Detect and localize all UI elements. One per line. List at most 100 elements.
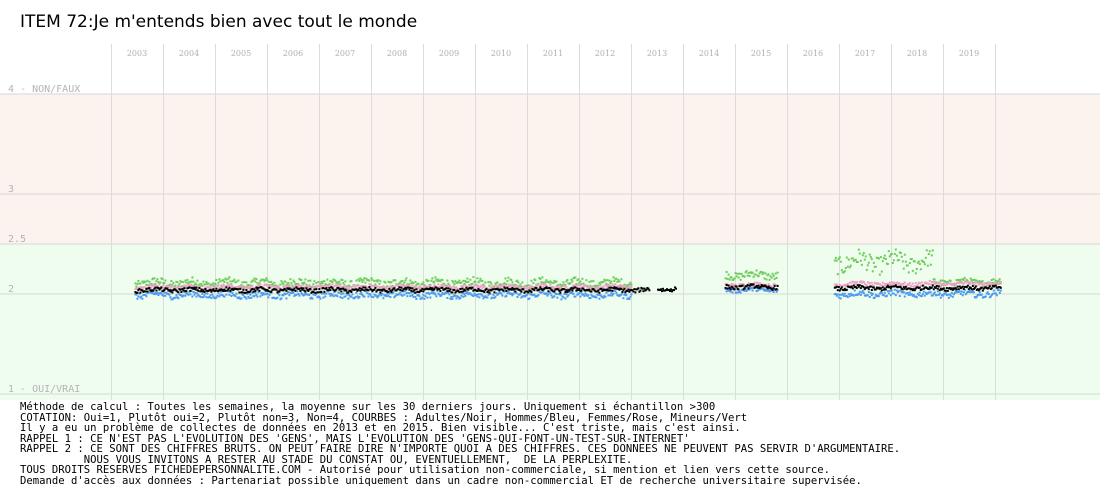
data-point <box>302 287 305 290</box>
data-point <box>293 287 296 290</box>
data-point <box>592 280 595 283</box>
data-point <box>851 280 854 283</box>
data-point <box>385 286 388 289</box>
data-point <box>867 261 870 264</box>
data-point <box>963 276 966 279</box>
data-point <box>144 290 147 293</box>
data-point <box>576 284 579 287</box>
data-point <box>359 289 362 292</box>
data-point <box>231 291 234 294</box>
data-point <box>906 291 909 294</box>
data-point <box>258 282 261 285</box>
data-point <box>390 286 393 289</box>
data-point <box>377 295 380 298</box>
x-axis-labels: 2003 2004 2005 2006 2007 2008 2009 2010 2011 2012… <box>127 49 979 58</box>
data-point <box>934 282 937 285</box>
data-point <box>490 282 493 285</box>
data-point <box>642 290 645 293</box>
data-point <box>510 288 513 291</box>
data-point <box>391 292 394 295</box>
data-point <box>404 289 407 292</box>
data-point <box>293 294 296 297</box>
data-point <box>156 291 159 294</box>
data-point <box>610 280 613 283</box>
data-point <box>180 294 183 297</box>
data-point <box>428 288 431 291</box>
data-point <box>562 296 565 299</box>
data-point <box>300 278 303 281</box>
data-point <box>496 293 499 296</box>
data-point <box>967 288 970 291</box>
data-point <box>542 290 545 293</box>
data-point <box>564 291 567 294</box>
data-point <box>141 289 144 292</box>
data-point <box>481 294 484 297</box>
data-point <box>765 278 768 281</box>
data-point <box>845 295 848 298</box>
data-point <box>449 288 452 291</box>
data-point <box>348 284 351 287</box>
data-point <box>910 258 913 261</box>
data-point <box>237 279 240 282</box>
data-point <box>516 287 519 290</box>
data-point <box>938 282 941 285</box>
data-point <box>204 283 207 286</box>
data-point <box>310 291 313 294</box>
data-point <box>744 288 747 291</box>
data-point <box>551 287 554 290</box>
data-point <box>166 287 169 290</box>
data-point <box>321 282 324 285</box>
data-point <box>156 284 159 287</box>
data-point <box>999 280 1002 283</box>
data-point <box>936 287 939 290</box>
data-point <box>597 286 600 289</box>
data-point <box>579 280 582 283</box>
data-point <box>488 284 491 287</box>
data-point <box>260 292 263 295</box>
data-point <box>463 293 466 296</box>
data-point <box>542 281 545 284</box>
data-point <box>430 291 433 294</box>
data-point <box>955 288 958 291</box>
data-point <box>910 288 913 291</box>
data-point <box>285 297 288 300</box>
data-point <box>862 252 865 255</box>
data-point <box>481 280 484 283</box>
data-point <box>334 279 337 282</box>
data-point <box>207 285 210 288</box>
data-point <box>588 288 591 291</box>
data-point <box>725 290 728 293</box>
data-point <box>136 282 139 285</box>
data-point <box>891 282 894 285</box>
data-point <box>946 293 949 296</box>
data-point <box>762 271 765 274</box>
data-point <box>882 294 885 297</box>
data-point <box>195 283 198 286</box>
data-point <box>932 288 935 291</box>
data-point <box>767 273 770 276</box>
data-point <box>912 294 915 297</box>
data-point <box>342 281 345 284</box>
data-point <box>639 289 642 292</box>
data-point <box>623 287 626 290</box>
data-point <box>860 263 863 266</box>
data-point <box>407 286 410 289</box>
data-point <box>338 291 341 294</box>
data-point <box>470 285 473 288</box>
data-point <box>734 283 737 286</box>
data-point <box>301 288 304 291</box>
data-point <box>140 295 143 298</box>
data-point <box>457 281 460 284</box>
data-point <box>602 296 605 299</box>
data-point <box>977 289 980 292</box>
data-point <box>976 281 979 284</box>
data-point <box>757 284 760 287</box>
data-point <box>772 274 775 277</box>
data-point <box>962 291 965 294</box>
data-point <box>997 282 1000 285</box>
data-point <box>970 288 973 291</box>
data-point <box>555 280 558 283</box>
data-point <box>454 280 457 283</box>
data-point <box>994 284 997 287</box>
